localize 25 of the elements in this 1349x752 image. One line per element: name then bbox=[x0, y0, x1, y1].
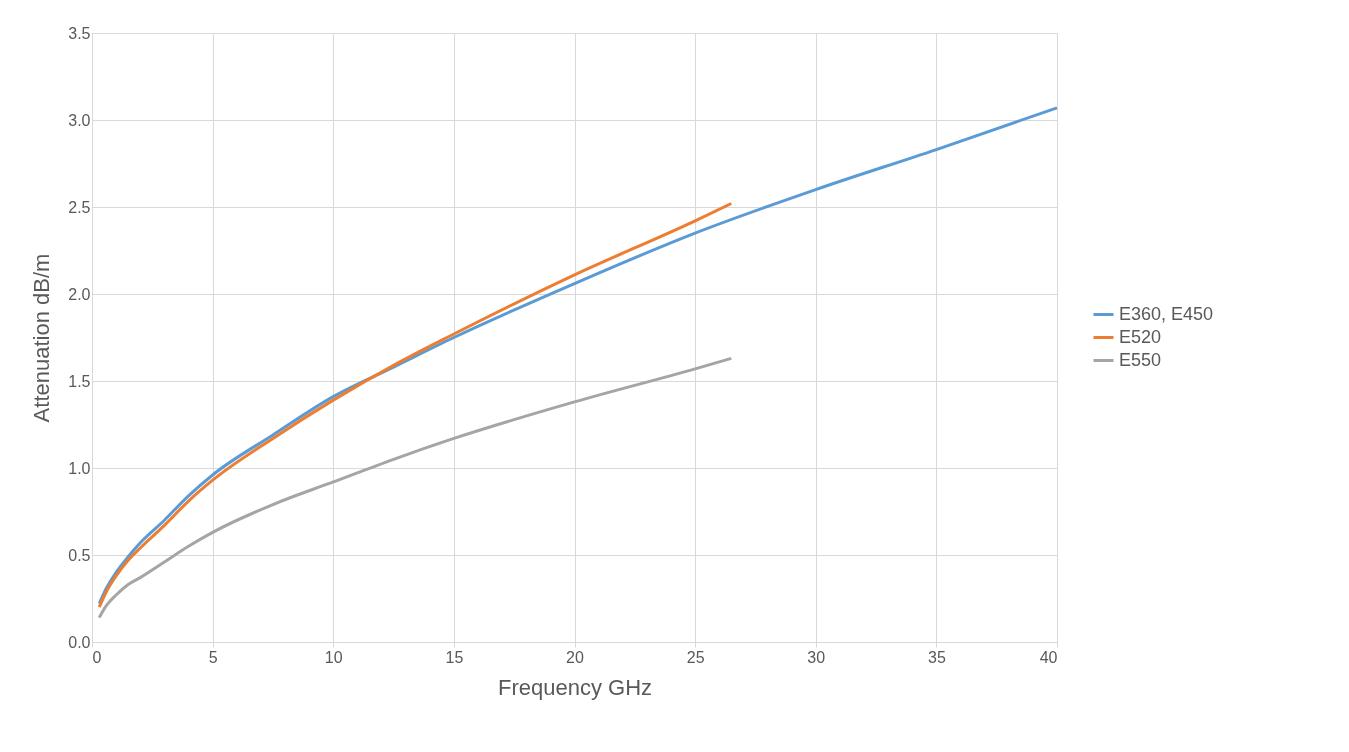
line-series bbox=[97, 202, 733, 609]
legend-label: E550 bbox=[1119, 349, 1162, 370]
legend-label: E520 bbox=[1119, 326, 1162, 347]
line-series bbox=[97, 356, 733, 620]
x-tick-label: 25 bbox=[686, 648, 705, 666]
x-tick-label: 0 bbox=[92, 648, 102, 666]
x-tick-label: 15 bbox=[445, 648, 464, 666]
y-tick-label: 0.5 bbox=[68, 546, 91, 564]
y-tick-label: 3.5 bbox=[68, 24, 91, 42]
x-tick-label: 10 bbox=[324, 648, 343, 666]
y-tick-label: 1.0 bbox=[68, 459, 91, 477]
x-tick-label: 5 bbox=[208, 648, 218, 666]
x-axis-title: Frequency GHz bbox=[497, 674, 653, 700]
x-tick-label: 30 bbox=[807, 648, 826, 666]
y-tick-label: 2.5 bbox=[68, 198, 91, 216]
legend-label: E360, E450 bbox=[1119, 303, 1214, 324]
y-tick-label: 0.0 bbox=[68, 633, 91, 651]
y-axis-title: Attenuation dB/m bbox=[29, 253, 55, 423]
x-tick-label: 40 bbox=[1039, 648, 1058, 666]
x-tick-label: 35 bbox=[927, 648, 946, 666]
y-tick-label: 2.0 bbox=[68, 285, 91, 303]
y-tick-label: 1.5 bbox=[68, 372, 91, 390]
line-series bbox=[97, 106, 1059, 606]
y-tick-label: 3.0 bbox=[68, 111, 91, 129]
x-tick-label: 20 bbox=[566, 648, 584, 666]
